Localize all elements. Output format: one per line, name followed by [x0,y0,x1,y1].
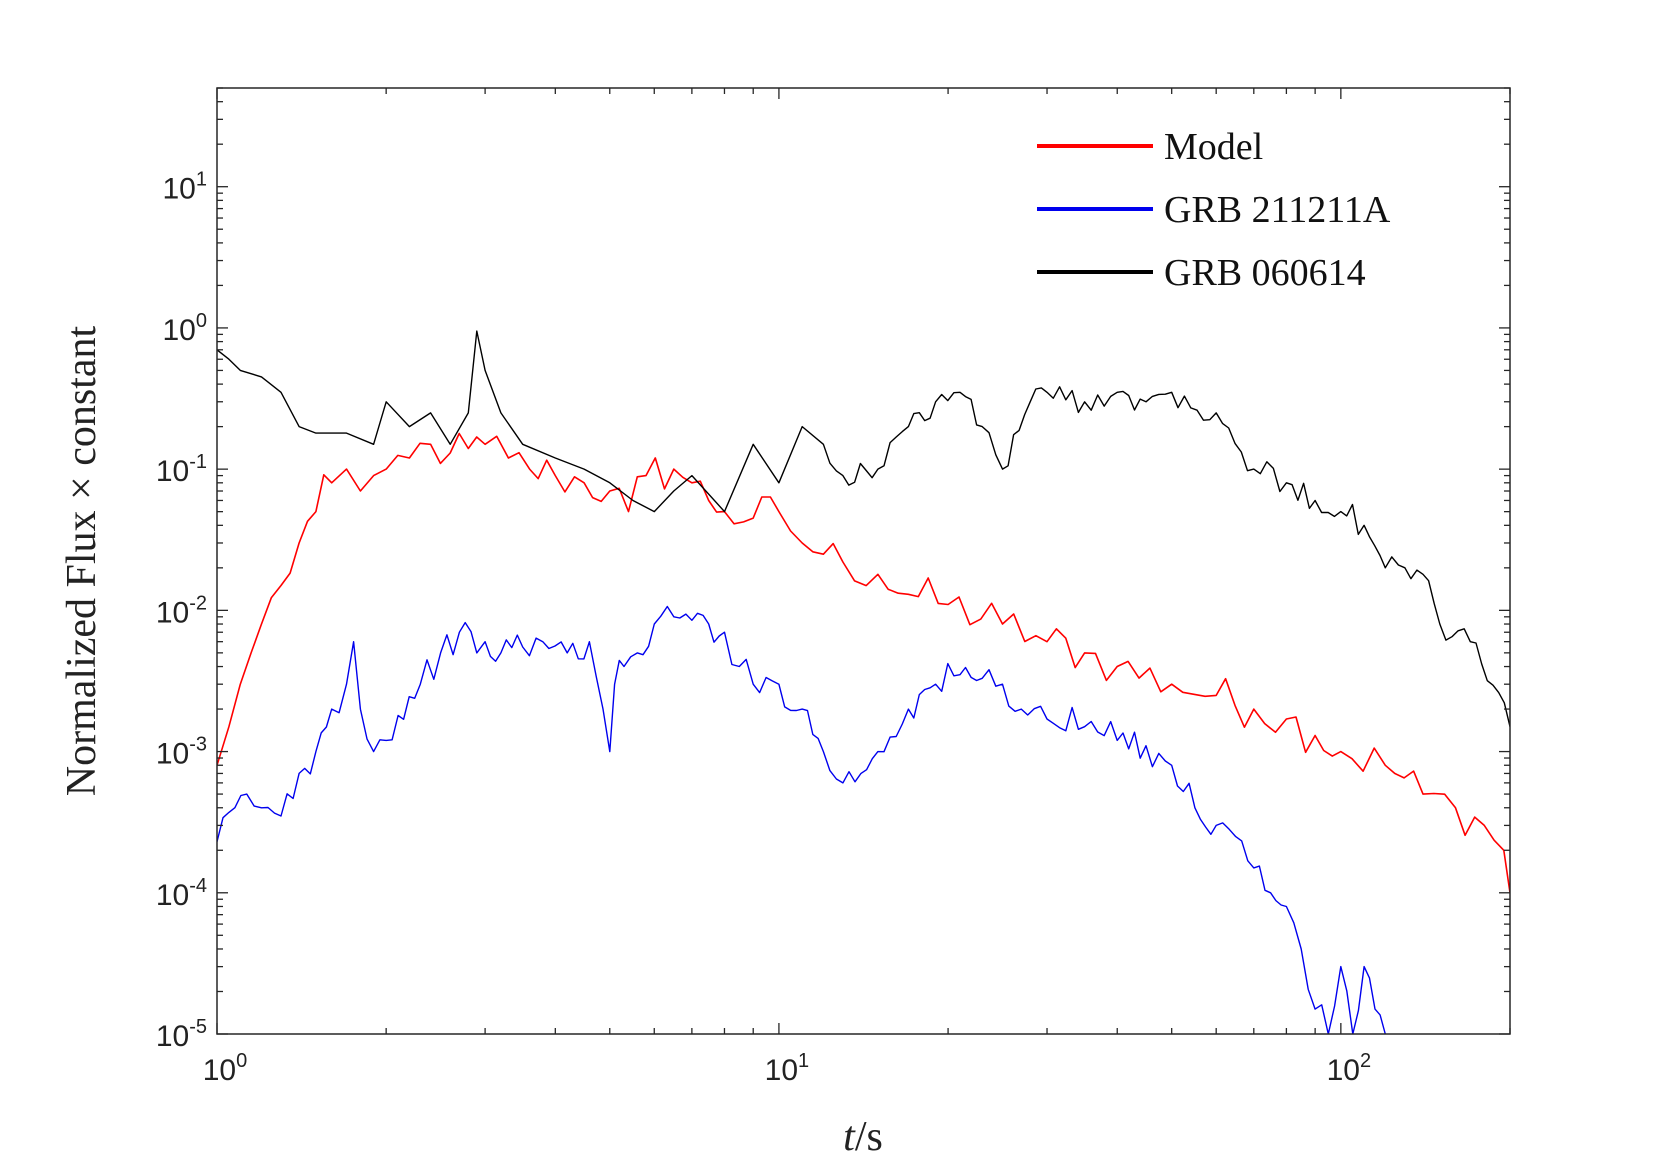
x-axis-label: t/s [843,1114,883,1160]
legend: Model GRB 211211A GRB 060614 [1037,126,1391,294]
legend-label: Model [1164,126,1263,168]
y-tick-label: 10-4 [156,875,207,912]
x-tick-label: 100 [203,1050,248,1087]
ticklabels-layer: 100 101 102 10-5 10-4 10-3 10-2 10-1 100 101 [156,169,1371,1087]
x-tick-label: 102 [1327,1050,1372,1087]
series-layer [217,330,1510,1034]
legend-label: GRB 060614 [1164,252,1366,294]
y-tick-label: 101 [163,169,208,206]
x-tick-label: 101 [765,1050,810,1087]
ticks-layer [216,87,1511,1035]
y-tick-label: 100 [163,310,208,347]
y-tick-label: 10-5 [156,1016,207,1053]
series-line-grb-211211a [217,605,1386,1034]
y-tick-label: 10-1 [156,451,207,488]
y-tick-label: 10-2 [156,592,207,629]
series-line-model [217,432,1510,893]
plot-frame [216,87,1511,1035]
y-tick-label: 10-3 [156,734,207,771]
plot-background [217,88,1510,1034]
series-line-grb-060614 [217,330,1510,727]
y-axis-label: Normalized Flux × constant [59,325,105,796]
legend-label: GRB 211211A [1164,189,1391,231]
